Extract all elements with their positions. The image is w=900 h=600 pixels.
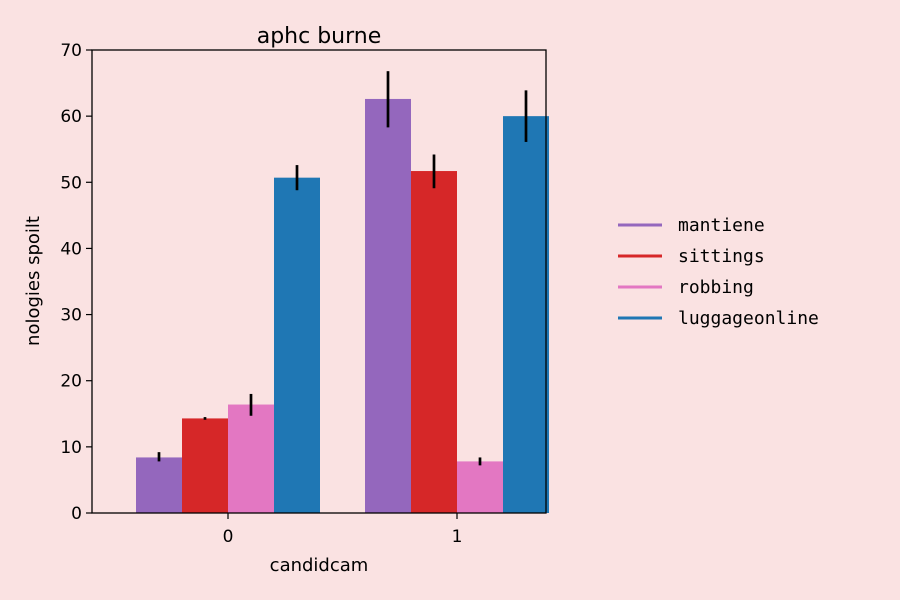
x-axis-label: candidcam [270, 555, 369, 576]
bar-luggageonline-0 [274, 177, 320, 513]
legend-label-luggageonline: luggageonline [678, 308, 819, 329]
y-axis: 0 10 20 30 40 50 60 70 [60, 41, 92, 524]
legend-item-robbing: robbing [618, 277, 754, 298]
x-tick-label-0: 0 [223, 527, 234, 547]
plot-frame [91, 49, 547, 514]
y-tick-label-0: 0 [71, 504, 82, 524]
y-tick-label-50: 50 [60, 173, 82, 193]
y-tick-label-60: 60 [60, 107, 82, 127]
y-axis-label: nologies spoilt [23, 216, 44, 346]
legend-label-robbing: robbing [678, 277, 754, 298]
bar-sittings-0 [182, 418, 228, 513]
bar-robbing-0 [228, 404, 274, 513]
y-tick-label-20: 20 [60, 372, 82, 392]
bar-sittings-1 [411, 171, 457, 514]
legend-label-mantiene: mantiene [678, 215, 765, 236]
legend-item-mantiene: mantiene [618, 215, 765, 236]
bar-luggageonline-1 [503, 116, 549, 513]
legend-label-sittings: sittings [678, 246, 765, 267]
y-tick-label-30: 30 [60, 306, 82, 326]
legend-item-sittings: sittings [618, 246, 765, 267]
bar-mantiene-0 [136, 457, 182, 513]
legend: mantiene sittings robbing luggageonline [618, 215, 819, 329]
chart-title: aphc burne [257, 24, 382, 49]
x-tick-label-1: 1 [452, 527, 463, 547]
y-tick-label-40: 40 [60, 239, 82, 259]
y-tick-label-10: 10 [60, 438, 82, 458]
bar-robbing-1 [457, 461, 503, 513]
bar-mantiene-1 [365, 98, 411, 513]
legend-item-luggageonline: luggageonline [618, 308, 819, 329]
plot-area [136, 71, 549, 514]
y-tick-label-70: 70 [60, 41, 82, 61]
